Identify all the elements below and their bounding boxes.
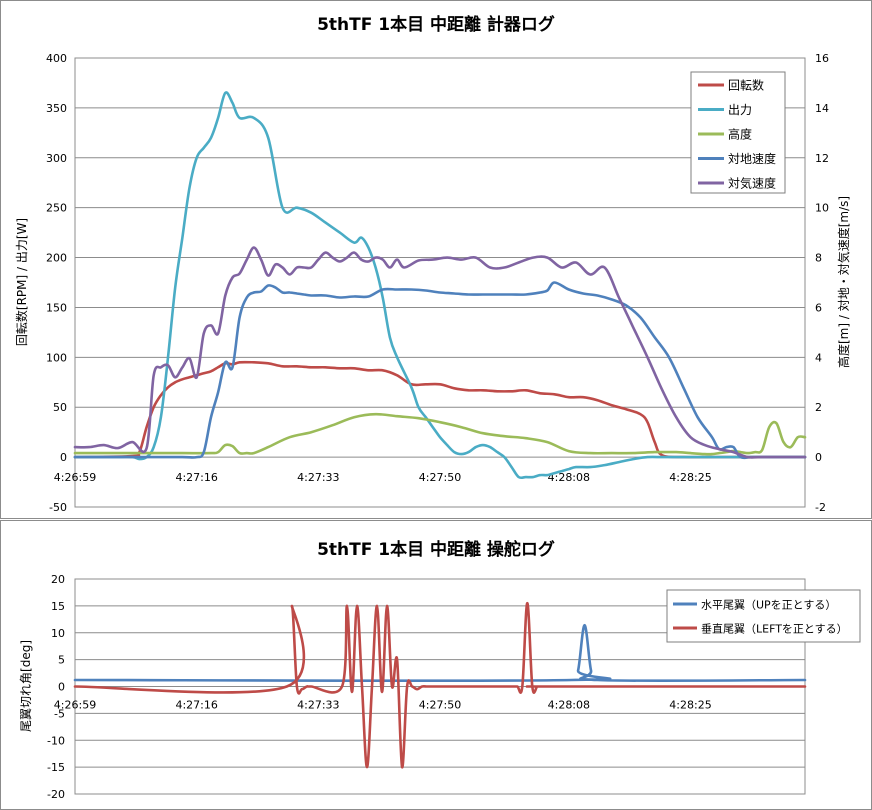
series-line-出力 [73, 91, 807, 480]
x-tick-label: 4:27:16 [175, 699, 217, 712]
y-tick-label: 15 [51, 600, 65, 613]
left-tick-label: 250 [46, 202, 67, 215]
right-tick-label: 0 [815, 451, 822, 464]
steering-legend: 水平尾翼（UPを正とする） 垂直尾翼（LEFTを正とする） [666, 589, 861, 643]
right-tick-label: 14 [815, 102, 829, 115]
left-tick-label: 200 [46, 252, 67, 265]
y-tick-label: -20 [47, 788, 65, 801]
left-tick-label: 350 [46, 102, 67, 115]
right-axis-ticks: -2 0 2 4 6 8 10 12 14 16 [815, 52, 829, 514]
steering-panel-frame [0, 520, 872, 810]
instrument-x-axis-ticks: 4:26:59 4:27:16 4:27:33 4:27:50 4:28:08 4:28:… [54, 471, 712, 484]
y-tick-label: -10 [47, 734, 65, 747]
x-tick-label: 4:28:08 [548, 471, 590, 484]
legend-label: 出力 [728, 103, 752, 117]
x-tick-label: 4:27:16 [175, 471, 217, 484]
legend-label: 水平尾翼（UPを正とする） [701, 599, 836, 612]
right-tick-label: 4 [815, 351, 822, 364]
x-tick-label: 4:28:25 [669, 699, 711, 712]
right-tick-label: 10 [815, 202, 829, 215]
y-tick-label: 5 [58, 654, 65, 667]
legend-label: 対地速度 [728, 151, 776, 166]
steering-y-axis-ticks: -20 -15 -10 -5 0 5 10 15 20 [47, 573, 65, 801]
right-tick-label: -2 [815, 501, 826, 514]
series-line-対地速度 [73, 281, 807, 460]
steering-legend-box [666, 589, 861, 643]
left-axis-ticks: -50 0 50 100 150 200 250 300 350 400 [46, 52, 67, 514]
y-tick-label: -5 [54, 707, 65, 720]
x-tick-label: 4:27:33 [297, 699, 339, 712]
x-tick-label: 4:26:59 [54, 471, 96, 484]
right-axis-label: 高度[m] / 対地・対気速度[m/s] [836, 196, 851, 368]
left-tick-label: 0 [60, 451, 67, 464]
y-tick-label: 20 [51, 573, 65, 586]
left-tick-label: 100 [46, 351, 67, 364]
legend-label: 垂直尾翼（LEFTを正とする） [701, 622, 848, 636]
right-tick-label: 16 [815, 52, 829, 65]
legend-label: 回転数 [728, 78, 764, 93]
legend-label: 対気速度 [728, 176, 776, 191]
instrument-chart-title: 5thTF 1本目 中距離 計器ログ [317, 14, 555, 35]
x-tick-label: 4:28:25 [669, 471, 711, 484]
right-tick-label: 8 [815, 252, 822, 265]
x-tick-label: 4:27:33 [297, 471, 339, 484]
series-line-対気速度 [73, 246, 807, 459]
series-line-水平尾翼（UPを正とする） [73, 623, 807, 683]
legend-label: 高度 [728, 127, 752, 142]
instrument-plot-area [74, 57, 806, 508]
steering-x-axis-ticks: 4:26:59 4:27:16 4:27:33 4:27:50 4:28:08 4:28:… [54, 699, 712, 712]
y-tick-label: 0 [58, 681, 65, 694]
left-tick-label: 400 [46, 52, 67, 65]
x-tick-label: 4:27:50 [419, 699, 461, 712]
left-tick-label: 300 [46, 152, 67, 165]
x-tick-label: 4:27:50 [419, 471, 461, 484]
y-tick-label: 10 [51, 627, 65, 640]
steering-chart-title: 5thTF 1本目 中距離 操舵ログ [317, 539, 555, 560]
instrument-log-panel: 5thTF 1本目 中距離 計器ログ -50050100150200250300… [0, 0, 872, 519]
right-tick-label: 6 [815, 301, 822, 314]
series-line-回転数 [73, 360, 807, 459]
x-tick-label: 4:28:08 [548, 699, 590, 712]
steering-y-axis-label: 尾翼切れ角[deg] [19, 640, 33, 732]
y-tick-label: -15 [47, 761, 65, 774]
x-tick-label: 4:26:59 [54, 699, 96, 712]
left-tick-label: 150 [46, 301, 67, 314]
series-line-高度 [73, 412, 807, 456]
right-tick-label: 12 [815, 152, 829, 165]
instrument-series [73, 91, 807, 480]
left-tick-label: 50 [53, 401, 67, 414]
left-axis-label: 回転数[RPM] / 出力[W] [14, 218, 29, 346]
series-line-垂直尾翼（LEFTを正とする） [73, 601, 807, 769]
steering-series [73, 601, 807, 769]
steering-log-panel: 5thTF 1本目 中距離 操舵ログ -20 -15 -10 -5 0 5 10 15 20 4… [0, 520, 872, 810]
right-tick-label: 2 [815, 401, 822, 414]
left-tick-label: -50 [49, 501, 67, 514]
